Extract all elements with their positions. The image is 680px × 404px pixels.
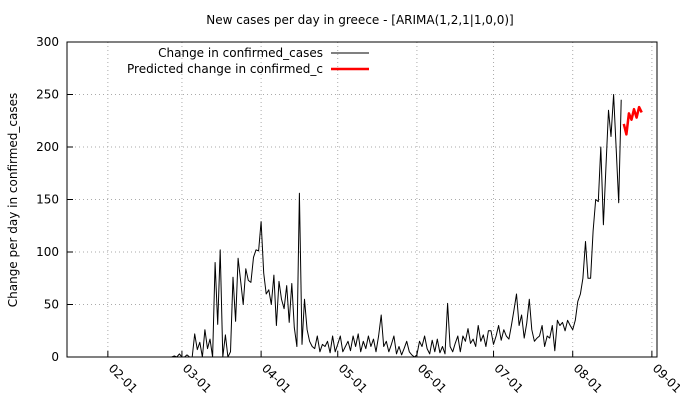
legend-label: Change in confirmed_cases bbox=[158, 46, 323, 60]
data-line bbox=[622, 105, 643, 136]
y-tick-label: 100 bbox=[36, 245, 59, 259]
y-tick-label: 250 bbox=[36, 88, 59, 102]
y-axis-label: Change per day in confirmed_cases bbox=[6, 93, 20, 308]
y-tick-label: 150 bbox=[36, 193, 59, 207]
y-tick-label: 50 bbox=[44, 298, 59, 312]
chart-title: New cases per day in greece - [ARIMA(1,2… bbox=[206, 13, 514, 27]
y-tick-label: 300 bbox=[36, 35, 59, 49]
y-tick-label: 0 bbox=[51, 350, 59, 364]
data-line bbox=[171, 94, 622, 358]
legend-label: Predicted change in confirmed_c bbox=[127, 62, 323, 76]
plot-border bbox=[66, 41, 658, 358]
y-tick-label: 200 bbox=[36, 140, 59, 154]
